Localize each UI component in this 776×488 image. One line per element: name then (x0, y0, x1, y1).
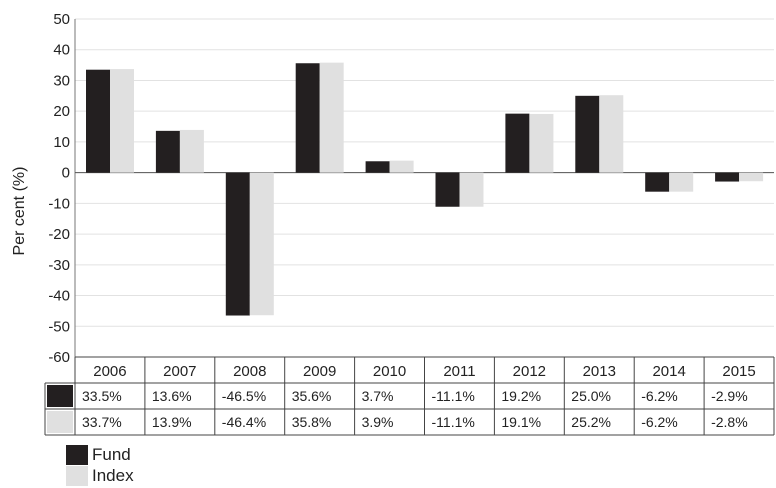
bar-fund-2015 (715, 172, 740, 182)
legend-item-fund: Fund (66, 444, 134, 465)
data-label-fund: 19.2% (501, 388, 541, 404)
bar-index-2012 (529, 113, 554, 173)
data-label-fund: 13.6% (152, 388, 192, 404)
data-label-index: 33.7% (82, 414, 122, 430)
table-swatch-fund (47, 385, 73, 407)
data-label-index: 3.9% (362, 414, 394, 430)
data-label-fund: -46.5% (222, 388, 266, 404)
x-tick-label: 2010 (373, 363, 406, 380)
bar-fund-2012 (505, 113, 530, 173)
bar-index-2007 (179, 129, 204, 173)
y-tick-label: 50 (53, 11, 70, 28)
x-tick-label: 2015 (722, 363, 755, 380)
y-tick-label: -60 (48, 349, 70, 366)
legend-label-fund: Fund (92, 444, 131, 464)
x-tick-label: 2007 (163, 363, 196, 380)
data-label-index: 35.8% (292, 414, 332, 430)
bar-index-2009 (319, 62, 344, 173)
data-label-index: -11.1% (432, 414, 475, 430)
data-label-index: 25.2% (571, 414, 611, 430)
y-tick-label: -50 (48, 318, 70, 335)
bar-fund-2010 (365, 161, 390, 173)
data-label-fund: -2.9% (711, 388, 748, 404)
y-tick-label: 20 (53, 103, 70, 120)
y-tick-label: 0 (62, 165, 70, 182)
bar-index-2015 (739, 172, 764, 182)
data-label-fund: -6.2% (641, 388, 678, 404)
bars (86, 62, 764, 316)
y-tick-label: 40 (53, 42, 70, 59)
y-tick-label: -30 (48, 257, 70, 274)
data-label-index: 13.9% (152, 414, 192, 430)
data-label-fund: -11.1% (432, 388, 475, 404)
x-tick-label: 2012 (513, 363, 546, 380)
data-label-fund: 3.7% (362, 388, 394, 404)
x-tick-label: 2013 (583, 363, 616, 380)
y-tick-label: -10 (48, 195, 70, 212)
x-tick-label: 2009 (303, 363, 336, 380)
bar-fund-2011 (435, 172, 460, 207)
bar-fund-2006 (86, 69, 110, 173)
data-label-index: -2.8% (711, 414, 748, 430)
bar-index-2011 (459, 172, 484, 207)
bar-fund-2013 (575, 95, 600, 173)
legend: Fund Index (66, 444, 134, 486)
data-label-fund: 33.5% (82, 388, 122, 404)
bar-fund-2008 (225, 172, 250, 316)
data-table: 2006 33.5% 33.7% 2007 13.6% 13.9% 2008 -46.5% -4… (44, 356, 775, 436)
y-tick-label: -20 (48, 226, 70, 243)
y-axis-label: Per cent (%) (11, 167, 28, 256)
x-tick-label: 2006 (93, 363, 126, 380)
y-tick-labels: 50 40 30 20 10 0 -10 -20 -30 -40 -50 -60 (48, 11, 70, 366)
bar-fund-2007 (155, 130, 180, 173)
y-tick-label: 30 (53, 72, 70, 89)
data-label-fund: 25.0% (571, 388, 611, 404)
bar-index-2008 (249, 172, 274, 316)
table-swatch-index (47, 411, 73, 433)
x-tick-label: 2008 (233, 363, 266, 380)
legend-swatch-index (66, 465, 88, 486)
bar-index-2006 (110, 69, 134, 173)
data-label-index: 19.1% (501, 414, 541, 430)
bar-index-2010 (389, 160, 414, 173)
legend-item-index: Index (66, 465, 134, 486)
data-label-index: -6.2% (641, 414, 678, 430)
y-tick-label: 10 (53, 134, 70, 151)
bar-fund-2009 (295, 63, 320, 173)
x-tick-label: 2014 (652, 363, 685, 380)
bar-index-2013 (599, 95, 624, 173)
x-tick-label: 2011 (443, 363, 475, 380)
bar-chart: Per cent (%) 50403020100-10-20-30-40-50-… (11, 11, 775, 436)
data-label-fund: 35.6% (292, 388, 332, 404)
bar-fund-2014 (645, 172, 670, 192)
y-tick-label: -40 (48, 288, 70, 305)
data-label-index: -46.4% (222, 414, 266, 430)
legend-label-index: Index (92, 465, 134, 485)
bar-index-2014 (669, 172, 694, 192)
legend-swatch-fund (66, 444, 88, 465)
